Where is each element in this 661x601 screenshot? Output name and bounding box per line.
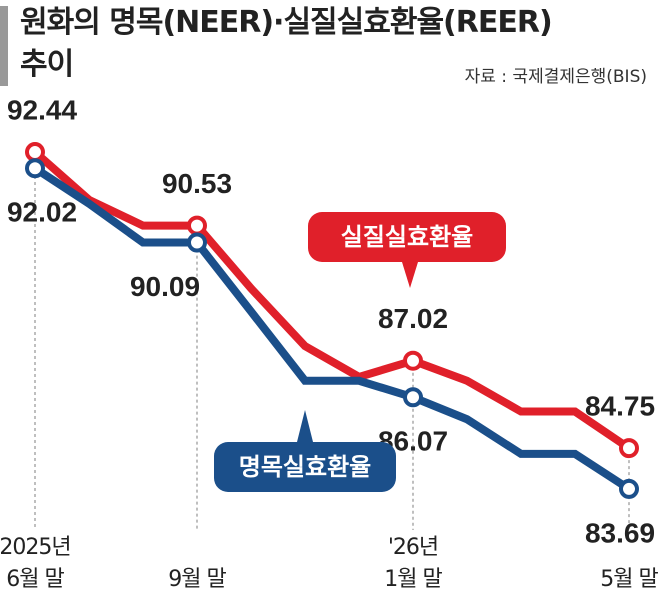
legend-box bbox=[308, 212, 506, 262]
value-label: 87.02 bbox=[378, 303, 448, 334]
value-label: 92.02 bbox=[7, 197, 77, 228]
series-line bbox=[32, 149, 632, 452]
point-marker bbox=[25, 158, 45, 179]
legend-item: 실질실효환율 bbox=[308, 212, 506, 288]
point-marker bbox=[403, 350, 423, 371]
value-label: 83.69 bbox=[585, 517, 655, 548]
x-tick-label: 9월 말 bbox=[168, 567, 226, 592]
point-marker bbox=[619, 478, 639, 499]
point-marker bbox=[403, 387, 423, 408]
source: 자료 : 국제결제은행(BIS) bbox=[464, 67, 647, 87]
point-marker bbox=[25, 142, 45, 163]
point-marker bbox=[187, 215, 207, 236]
value-label: 90.53 bbox=[162, 168, 232, 199]
point-marker bbox=[187, 232, 207, 253]
title-bar bbox=[0, 6, 8, 86]
series-line bbox=[32, 164, 632, 493]
legend-label: 명목실효환율 bbox=[239, 453, 371, 481]
legend-pointer bbox=[402, 262, 418, 288]
value-label: 90.09 bbox=[130, 271, 200, 302]
legend-item: 명목실효환율 bbox=[214, 410, 396, 492]
point-marker bbox=[619, 438, 639, 459]
legend-label: 실질실효환율 bbox=[341, 223, 473, 251]
x-tick-label: 5월 말 bbox=[600, 567, 658, 592]
legend-box bbox=[214, 442, 396, 492]
value-label: 92.44 bbox=[7, 94, 77, 125]
value-label: 84.75 bbox=[585, 391, 655, 422]
x-tick-label: '26년 1월 말 bbox=[384, 535, 442, 592]
x-tick-label: 2025년 6월 말 bbox=[0, 535, 72, 592]
chart-title: 원화의 명목(NEER)·실질실효환율(REER) 추이 bbox=[20, 5, 553, 82]
legend-pointer bbox=[297, 410, 313, 442]
